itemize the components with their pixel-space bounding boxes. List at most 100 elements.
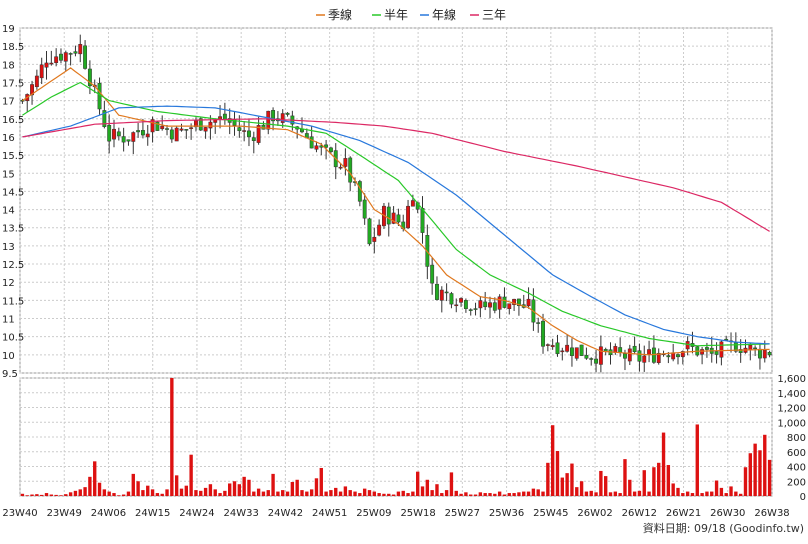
volume-bar <box>396 491 401 496</box>
volume-bar <box>112 493 116 496</box>
volume-bar <box>78 489 82 496</box>
volume-bar <box>632 491 637 496</box>
x-tick-label: 24W51 <box>312 508 347 519</box>
volume-bar <box>676 487 680 496</box>
volume-bar <box>488 493 492 496</box>
volume-bar <box>406 493 410 496</box>
candle-body <box>150 119 155 133</box>
candle-body <box>406 205 410 229</box>
candle-body <box>136 130 141 133</box>
candle-body <box>516 298 521 307</box>
volume-bar <box>550 425 555 496</box>
candle-body <box>627 348 632 362</box>
volume-bar <box>223 490 227 496</box>
candle-body <box>637 350 642 362</box>
volume-tick-label: 0 <box>800 492 806 503</box>
x-tick-label: 26W30 <box>710 508 745 519</box>
candle-body <box>338 166 343 169</box>
x-tick-label: 24W42 <box>268 508 303 519</box>
volume-bar <box>252 491 256 496</box>
candle-body <box>584 355 589 359</box>
volume-bar <box>526 491 531 496</box>
candle-body <box>174 127 179 142</box>
candle-body <box>603 349 608 352</box>
volume-bar <box>155 493 160 496</box>
candle-body <box>78 44 83 55</box>
legend-label: 三年 <box>482 8 506 22</box>
x-tick-label: 25W45 <box>533 508 568 519</box>
x-tick-label: 25W36 <box>489 508 524 519</box>
data-date-note: 資料日期: 09/18 (Goodinfo.tw) <box>643 521 804 535</box>
candle-body <box>478 300 483 309</box>
x-tick-label: 25W09 <box>356 508 391 519</box>
volume-bar <box>546 462 550 496</box>
volume-bar <box>507 493 511 496</box>
x-tick-label: 26W38 <box>754 508 789 519</box>
candle-body <box>555 342 560 354</box>
volume-bar <box>729 486 733 496</box>
candle-body <box>160 125 165 130</box>
volume-bar <box>652 467 656 496</box>
volume-bar <box>738 493 743 496</box>
volume-tick-label: 1,200 <box>777 404 806 415</box>
volume-bar <box>454 490 458 496</box>
volume-bar <box>459 493 463 496</box>
candle-body <box>420 208 425 233</box>
volume-bar <box>541 491 545 496</box>
candle-body <box>473 308 478 310</box>
volume-bar <box>555 451 560 496</box>
candle-body <box>242 130 247 132</box>
volume-bar <box>758 450 762 496</box>
volume-bar <box>295 479 299 496</box>
volume-bar <box>73 490 78 496</box>
candle-body <box>377 224 382 236</box>
price-tick-label: 14.5 <box>2 187 24 198</box>
volume-axis-labels: 0 200 400 600 800 1,000 1,200 1,400 1,600 <box>777 374 806 503</box>
volume-bar <box>681 493 685 496</box>
candle-body <box>116 131 121 137</box>
price-tick-label: 18.5 <box>2 42 24 53</box>
volume-bar <box>613 491 618 496</box>
candle-body <box>570 347 574 356</box>
candle-body <box>545 344 550 346</box>
candle-body <box>169 129 174 140</box>
price-tick-label: 16 <box>2 133 15 144</box>
candle-body <box>589 358 594 360</box>
candle-body <box>266 110 271 130</box>
price-tick-label: 17.5 <box>2 78 24 89</box>
candle-body <box>203 127 208 132</box>
candle-body <box>247 130 251 138</box>
candle-body <box>430 264 435 284</box>
volume-tick-label: 600 <box>787 448 806 459</box>
volume-tick-label: 1,400 <box>777 389 806 400</box>
candle-body <box>391 212 396 224</box>
x-tick-label: 26W12 <box>622 508 657 519</box>
volume-bar <box>194 490 198 496</box>
price-tick-label: 15 <box>2 169 15 180</box>
candle-body <box>435 283 439 300</box>
volume-bar <box>767 459 772 496</box>
volume-bar <box>483 493 487 496</box>
volume-bar <box>734 491 738 496</box>
candle-body <box>449 293 454 305</box>
volume-bar <box>237 484 242 496</box>
volume-bar <box>179 488 184 496</box>
volume-bar <box>440 493 444 496</box>
x-tick-label: 25W18 <box>400 508 435 519</box>
candle-body <box>444 291 449 294</box>
candle-body <box>165 128 169 130</box>
price-tick-label: 17 <box>2 97 15 108</box>
volume-tick-label: 1,600 <box>777 374 806 385</box>
candle-body <box>87 68 92 87</box>
volume-bar <box>54 494 58 496</box>
volume-bar <box>20 493 25 496</box>
candle-body <box>676 354 680 358</box>
legend-label: 半年 <box>384 8 408 22</box>
volume-bar <box>469 494 473 496</box>
candle-body <box>145 133 150 138</box>
volume-bar <box>560 477 564 496</box>
volume-bar <box>25 495 29 496</box>
candle-body <box>309 136 314 149</box>
candle-body <box>463 300 468 309</box>
